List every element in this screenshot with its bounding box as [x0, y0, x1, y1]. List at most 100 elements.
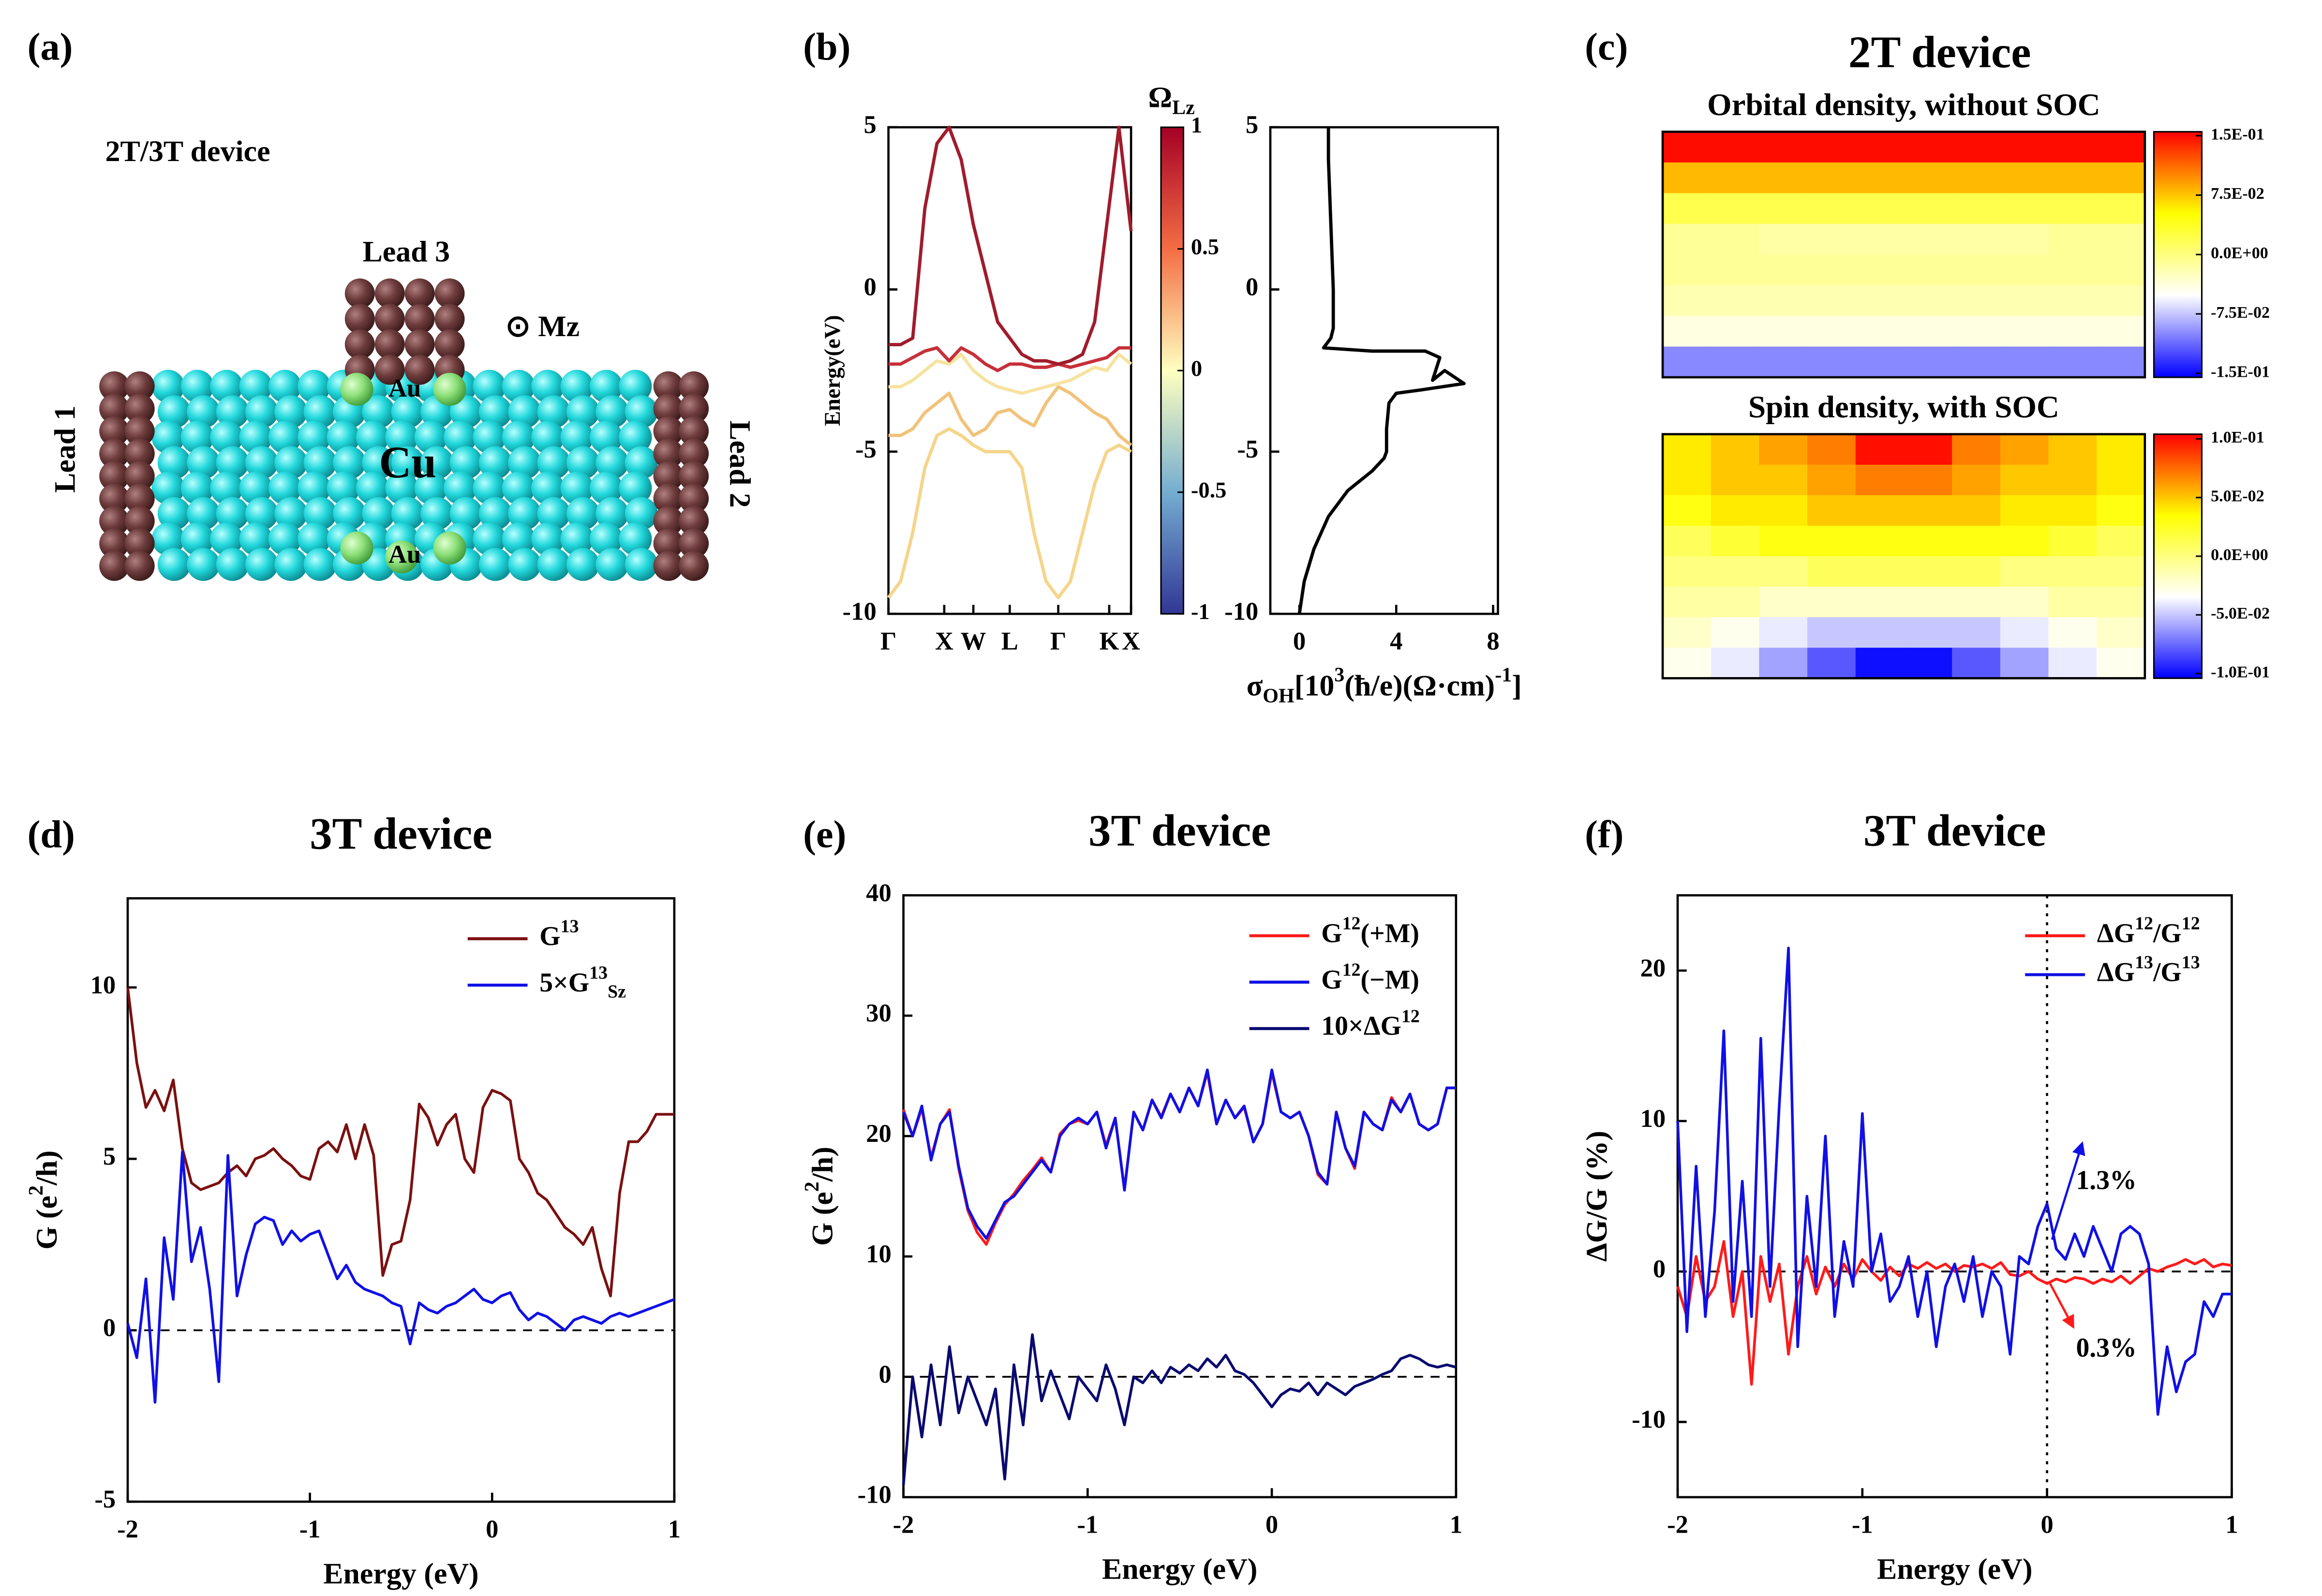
atom — [679, 506, 709, 536]
atom — [589, 369, 623, 403]
heatmap-cell — [1855, 285, 1905, 317]
heatmap-cell — [1855, 132, 1905, 163]
y-axis-label: Energy(eV) — [820, 315, 845, 426]
legend-label: ΔG13/G13 — [2097, 952, 2200, 987]
heatmap-cell — [1952, 556, 2001, 588]
diagram-label: Au — [388, 541, 421, 569]
heatmap-cell — [1952, 132, 2001, 163]
heatmap-cell — [2048, 132, 2098, 163]
plot-frame — [1676, 894, 2233, 1499]
atom — [356, 420, 389, 454]
colorbar-tick-label: 0.0E+00 — [2211, 244, 2268, 262]
heatmap-cell — [1855, 193, 1905, 225]
text-part: 2 — [800, 1182, 823, 1192]
heatmap-cell — [1952, 525, 2001, 557]
atom — [508, 446, 541, 479]
colorbar-tick-label: 0.0E+00 — [2211, 546, 2268, 564]
atom — [589, 522, 623, 556]
heatmap-cell — [1952, 587, 2001, 619]
heatmap-cell — [2000, 193, 2050, 225]
heatmap-cell — [2000, 434, 2050, 466]
diagram-title: 2T/3T device — [105, 135, 270, 168]
atom — [537, 548, 570, 581]
heatmap-cell — [1711, 254, 1760, 286]
atom — [566, 395, 600, 429]
atom — [595, 446, 629, 479]
heatmap-cell — [1855, 587, 1905, 619]
heatmap-cell — [1759, 193, 1808, 225]
atom — [404, 355, 435, 385]
colorbar — [2153, 433, 2203, 679]
atom — [531, 369, 565, 403]
text-part: 3 — [1334, 664, 1344, 686]
heatmap-cell — [1711, 587, 1760, 619]
diagram-label: Lead 3 — [362, 235, 450, 268]
atom — [679, 416, 709, 446]
heatmap-cell — [1807, 525, 1857, 557]
heatmap-cell — [1807, 495, 1857, 527]
atom — [157, 395, 191, 429]
x-axis-label: Energy (eV) — [1102, 1553, 1257, 1586]
heatmap-cell — [2000, 556, 2050, 588]
x-tick-label: -2 — [1667, 1511, 1688, 1539]
atom — [268, 472, 302, 505]
heatmap-cell — [1904, 223, 1953, 256]
atom — [239, 369, 272, 403]
atom — [449, 446, 483, 479]
heatmap-cell — [1759, 556, 1808, 588]
colorbar-tick-label: -1.0E-01 — [2211, 663, 2270, 681]
atom — [478, 497, 512, 530]
text-part: G (e — [806, 1192, 839, 1246]
legend-label: G12(−M) — [1321, 960, 1419, 994]
data-line — [126, 987, 674, 1298]
x-tick-label: 0 — [486, 1515, 498, 1543]
y-tick-label: 40 — [866, 879, 892, 907]
atom — [124, 551, 155, 581]
atom — [245, 548, 279, 581]
heatmap-cell — [1711, 648, 1760, 680]
heatmap-cell — [1663, 193, 1712, 225]
heatmap-cell — [2097, 464, 2146, 496]
heatmap-cell — [2097, 525, 2146, 557]
heatmap-cell — [1855, 495, 1905, 527]
heatmap-cell — [1663, 434, 1712, 466]
heatmap-cell — [1807, 346, 1857, 378]
x-tick-label: L — [1001, 627, 1018, 655]
atom — [99, 483, 130, 514]
atom — [245, 497, 279, 530]
heatmap-cell — [2048, 434, 2098, 466]
atom — [245, 446, 279, 479]
atom — [362, 497, 395, 530]
atom — [679, 394, 709, 424]
heatmap-cell — [2048, 346, 2098, 378]
atom — [210, 420, 243, 454]
atom — [653, 371, 684, 401]
colorbar-tick-label: 0.5 — [1191, 235, 1219, 259]
heatmap-cell — [1855, 434, 1905, 466]
atom — [508, 497, 541, 530]
heatmap-cell — [2097, 648, 2146, 680]
y-tick-label: 0 — [878, 1360, 891, 1389]
heatmap-cell — [1855, 223, 1905, 256]
data-line — [888, 125, 1133, 366]
colorbar-tick-label: -1 — [1191, 600, 1210, 624]
heatmap-cell — [1759, 223, 1808, 256]
text-part: Ω — [1148, 81, 1172, 114]
text-part: 12 — [1401, 1006, 1420, 1026]
atom — [444, 472, 477, 505]
atom — [340, 531, 373, 565]
atom — [303, 395, 337, 429]
atom — [444, 420, 477, 454]
annotation: 1.3% — [2076, 1165, 2136, 1195]
atom — [298, 369, 331, 403]
atom — [560, 522, 594, 556]
text-part: Lz — [1172, 96, 1195, 119]
heatmap-cell — [2048, 162, 2098, 194]
heatmap-cell — [2048, 495, 2098, 527]
diagram-label: Lead 2 — [724, 420, 757, 508]
atom — [679, 371, 709, 401]
data-line — [126, 1151, 675, 1404]
atom — [187, 446, 220, 479]
heatmap-cell — [2048, 316, 2098, 348]
heatmap-cell — [1807, 162, 1857, 194]
